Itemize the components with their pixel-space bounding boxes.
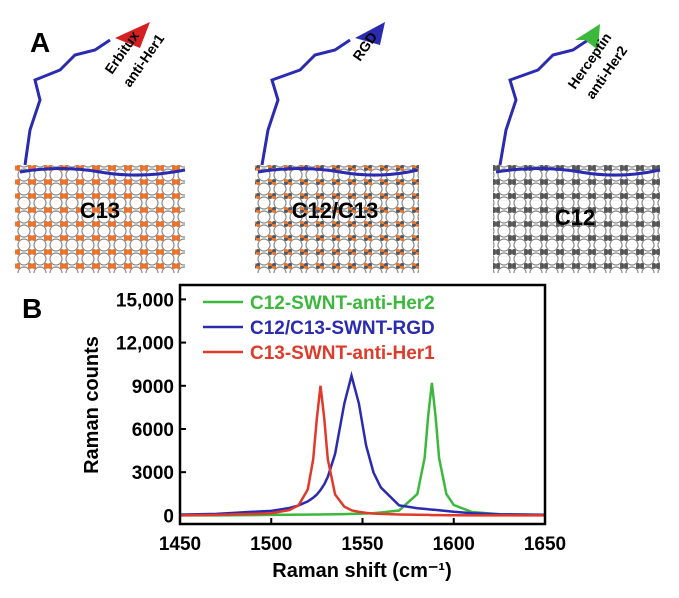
legend-label: C12-SWNT-anti-Her2 <box>250 293 435 314</box>
x-tick-label: 1600 <box>433 534 475 555</box>
y-tick-label: 9000 <box>132 377 174 398</box>
x-axis-label: Raman shift (cm⁻¹) <box>272 560 451 582</box>
legend-label: C13-SWNT-anti-Her1 <box>250 343 435 364</box>
series-line <box>180 382 546 517</box>
nanotube <box>15 165 185 273</box>
plot-frame <box>178 283 547 526</box>
x-tick-label: 1500 <box>250 534 292 555</box>
panel-label: A <box>30 27 50 58</box>
legend-label: C12/C13-SWNT-RGD <box>250 318 435 339</box>
nanotube <box>255 165 419 273</box>
x-tick-label: 1450 <box>159 534 201 555</box>
y-tick-label: 0 <box>163 506 174 527</box>
series-line <box>179 370 546 517</box>
flag <box>115 22 150 48</box>
tube-label: C12 <box>555 205 595 230</box>
x-tick-label: 1550 <box>341 534 383 555</box>
panel-label: B <box>22 293 42 324</box>
y-tick-label: 12,000 <box>116 334 174 355</box>
y-tick-label: 6000 <box>132 420 174 441</box>
nanotube <box>493 165 660 273</box>
y-axis-label: Raman counts <box>81 336 103 474</box>
x-tick-label: 1650 <box>524 534 566 555</box>
tube-label: C13 <box>80 198 120 223</box>
flag <box>575 24 600 50</box>
series-line <box>179 385 545 517</box>
y-tick-label: 15,000 <box>116 290 174 311</box>
tube-label: C12/C13 <box>292 198 379 223</box>
y-tick-label: 3000 <box>132 463 174 484</box>
chains <box>19 38 661 177</box>
flag <box>355 22 385 45</box>
